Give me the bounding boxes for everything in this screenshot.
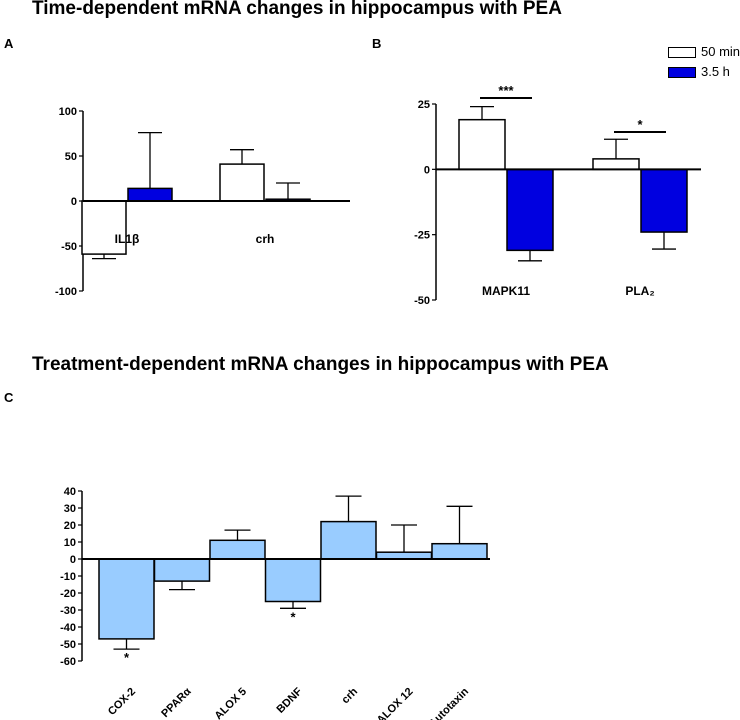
chart-panel-b: -50 -25 0 25 MAPK11 *** PLA₂ *	[414, 83, 701, 307]
bar-pla2-50-min	[592, 158, 640, 171]
y-tick-label: -50	[414, 295, 430, 307]
bar-autotaxin	[431, 542, 488, 560]
legend-swatch-white	[668, 47, 696, 58]
bar-pla2-3-5-h	[640, 168, 688, 233]
time-dependent-title: Time-dependent mRNA changes in hippocamp…	[32, 0, 562, 19]
y-tick-label: -10	[60, 571, 76, 583]
legend-item-3-5-h: 3.5 h	[668, 64, 740, 82]
category-label-alox-12: ALOX 12	[375, 686, 416, 720]
y-tick-label: 20	[64, 520, 76, 532]
y-tick-label: -30	[60, 605, 76, 617]
y-tick-label: 40	[64, 486, 76, 498]
legend-label-50-min: 50 min	[701, 44, 740, 59]
significance-marker-cox-2: *	[124, 650, 130, 665]
legend-label-3-5-h: 3.5 h	[701, 64, 730, 79]
treatment-dependent-title: Treatment-dependent mRNA changes in hipp…	[32, 354, 609, 375]
y-tick-label: -50	[61, 241, 77, 253]
bar-bdnf	[264, 558, 322, 603]
category-label-autotaxin: Autotaxin	[427, 685, 472, 720]
panel-letter-a: A	[4, 36, 14, 51]
category-label-il1beta: IL1β	[115, 232, 140, 246]
y-tick-label: 0	[424, 164, 430, 176]
category-label-pla2: PLA₂	[625, 284, 654, 298]
y-tick-label: 25	[418, 99, 430, 111]
significance-marker-bdnf: *	[290, 609, 296, 624]
bar-mapk11-50-min	[458, 118, 506, 171]
category-label-mapk11: MAPK11	[482, 284, 530, 298]
bar-il1beta-50-min	[81, 200, 127, 255]
significance-marker-mapk11: ***	[498, 83, 514, 98]
y-tick-label: 0	[70, 554, 76, 566]
y-tick-label: 100	[59, 106, 77, 118]
y-tick-label: -40	[60, 622, 76, 634]
y-tick-label: 10	[64, 537, 76, 549]
legend-item-50-min: 50 min	[668, 44, 740, 62]
y-tick-label: 50	[65, 151, 77, 163]
chart-panel-a: -100 -50 0 50 100 IL1β crh	[55, 106, 350, 298]
bar-alox-12	[375, 551, 433, 560]
y-tick-label: -25	[414, 230, 430, 242]
y-tick-label: -50	[60, 639, 76, 651]
y-tick-label: -20	[60, 588, 76, 600]
legend-swatch-blue	[668, 67, 696, 78]
category-label-bdnf: BDNF	[275, 685, 305, 715]
panel-letter-c: C	[4, 390, 14, 405]
category-label-alox-5: ALOX 5	[213, 686, 250, 720]
category-label-crh: crh	[340, 685, 361, 706]
significance-marker-pla2: *	[637, 117, 643, 132]
y-tick-label: -100	[55, 286, 77, 298]
category-label-pparalpha: PPARα	[159, 685, 193, 719]
category-label-crh: crh	[256, 232, 275, 246]
bar-alox-5	[209, 539, 266, 560]
bar-cox-2	[98, 558, 155, 640]
y-tick-label: -60	[60, 656, 76, 668]
category-label-cox-2: COX-2	[106, 686, 138, 718]
chart-panel-c: -60 -50 -40 -30 -20 -10 0 10 20 30 40 COX-2 * PPARα AL…	[60, 486, 490, 720]
bar-il1beta-3-5-h	[127, 187, 173, 202]
legend: 50 min 3.5 h	[668, 42, 740, 82]
bar-crh-50-min	[219, 163, 265, 202]
y-tick-label: 30	[64, 503, 76, 515]
bar-pparalpha	[153, 558, 211, 582]
bar-crh	[320, 520, 377, 560]
bar-mapk11-3-5-h	[506, 168, 554, 252]
panel-letter-b: B	[372, 36, 382, 51]
y-tick-label: 0	[71, 196, 77, 208]
